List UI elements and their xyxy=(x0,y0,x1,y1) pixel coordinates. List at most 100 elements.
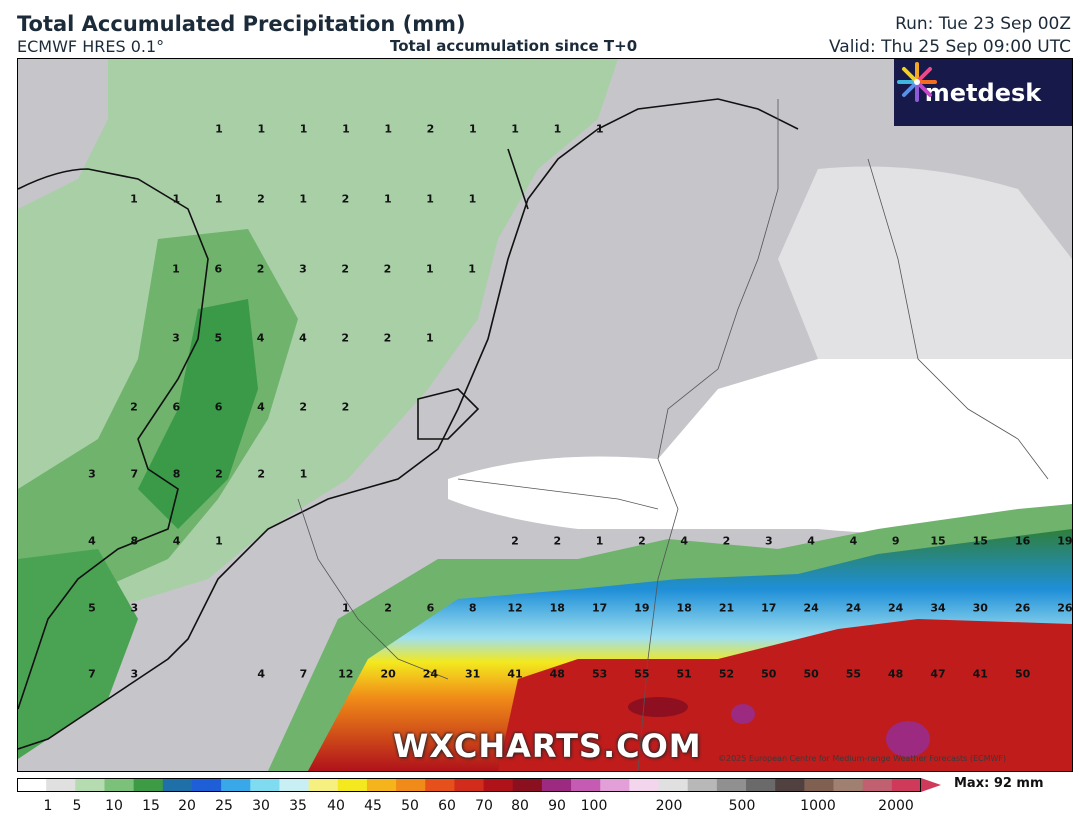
colorbar-swatch xyxy=(571,778,601,792)
grid-value: 9 xyxy=(891,534,900,548)
grid-value: 3 xyxy=(130,601,139,615)
grid-value: 6 xyxy=(214,400,223,414)
grid-value: 24 xyxy=(803,601,819,615)
grid-value: 1 xyxy=(172,192,181,206)
grid-value: 2 xyxy=(256,262,265,276)
precipitation-map: metdesk WXCHARTS.COM ©2025 European Cent… xyxy=(17,58,1073,772)
grid-value: 31 xyxy=(465,667,481,681)
colorbar-tick-label: 5 xyxy=(72,798,82,814)
grid-value: 2 xyxy=(130,400,138,414)
colorbar-swatch xyxy=(746,778,776,792)
grid-value: 6 xyxy=(172,400,181,414)
grid-value: 34 xyxy=(930,601,946,615)
colorbar-swatch xyxy=(17,778,47,792)
max-core-2 xyxy=(886,721,930,757)
model-name: ECMWF HRES 0.1° xyxy=(17,37,165,56)
grid-value: 1 xyxy=(172,262,180,276)
grid-value: 4 xyxy=(88,534,96,548)
grid-value: 4 xyxy=(256,331,265,345)
colorbar-swatch xyxy=(833,778,864,792)
grid-value: 1 xyxy=(130,192,138,206)
grid-value: 4 xyxy=(680,534,689,548)
colorbar-extend-arrow xyxy=(921,778,941,792)
grid-value: 3 xyxy=(88,467,96,481)
colorbar-swatch xyxy=(337,778,368,792)
grid-value: 2 xyxy=(215,467,223,481)
colorbar-tick-label: 2000 xyxy=(878,798,914,814)
grid-value: 3 xyxy=(299,262,307,276)
grid-value: 8 xyxy=(468,601,477,615)
grid-value: 4 xyxy=(172,534,181,548)
grid-value: 1 xyxy=(384,122,393,136)
colorbar-swatch xyxy=(804,778,835,792)
grid-value: 2 xyxy=(383,262,392,276)
grid-value: 53 xyxy=(591,667,608,681)
grid-value: 5 xyxy=(214,331,223,345)
grid-value: 52 xyxy=(718,667,735,681)
colorbar-swatch xyxy=(541,778,572,792)
max-core-1 xyxy=(628,697,688,717)
grid-value: 3 xyxy=(172,331,180,345)
colorbar-tick-label: 10 xyxy=(105,798,123,814)
grid-value: 2 xyxy=(341,262,350,276)
colorbar-tick-label: 25 xyxy=(215,798,233,814)
borders xyxy=(297,99,1049,771)
colorbar-swatch xyxy=(600,778,630,792)
grid-value: 4 xyxy=(849,534,858,548)
colorbar-tick-label: 80 xyxy=(511,798,529,814)
grid-value: 4 xyxy=(257,667,266,681)
grid-value: 1 xyxy=(299,467,308,481)
grid-value: 24 xyxy=(422,667,439,681)
grid-value: 7 xyxy=(88,667,96,681)
light-grey-area xyxy=(778,166,1072,359)
colorbar-swatch xyxy=(250,778,280,792)
grid-value: 15 xyxy=(972,534,988,548)
grid-value: 15 xyxy=(930,534,946,548)
max-label: Max: 92 mm xyxy=(954,776,1044,791)
chart-title: Total Accumulated Precipitation (mm) xyxy=(17,12,466,36)
grid-value: 41 xyxy=(507,667,523,681)
grid-value: 18 xyxy=(549,601,565,615)
grid-value: 24 xyxy=(845,601,862,615)
colorbar-swatch xyxy=(396,778,426,792)
colorbar-swatch xyxy=(687,778,718,792)
grid-value: 50 xyxy=(803,667,819,681)
grid-value: 24 xyxy=(888,601,904,615)
copyright: ©2025 European Centre for Medium-range W… xyxy=(718,754,1007,763)
colorbar-swatch xyxy=(862,778,893,792)
grid-value: 1 xyxy=(383,192,392,206)
grid-value: 41 xyxy=(972,667,988,681)
grid-value: 2 xyxy=(384,601,392,615)
grid-value: 1 xyxy=(342,122,350,136)
grid-value: 1 xyxy=(468,122,477,136)
grid-value: 6 xyxy=(214,262,223,276)
grid-value: 16 xyxy=(1014,534,1031,548)
grid-value: 6 xyxy=(426,601,435,615)
colorbar-swatch xyxy=(483,778,514,792)
grid-value: 5 xyxy=(88,601,96,615)
grid-value: 21 xyxy=(718,601,735,615)
grid-value: 1 xyxy=(511,122,519,136)
grid-value: 12 xyxy=(507,601,523,615)
grid-value: 2 xyxy=(299,400,308,414)
colorbar-tick-label: 30 xyxy=(252,798,270,814)
grid-value: 12 xyxy=(338,667,354,681)
colorbar-tick-label: 50 xyxy=(401,798,419,814)
colorbar-swatch xyxy=(104,778,135,792)
colorbar-tick-label: 200 xyxy=(655,798,683,814)
colorbar-tick-label: 90 xyxy=(548,798,566,814)
colorbar-swatch xyxy=(512,778,543,792)
colorbar-swatch xyxy=(191,778,222,792)
grid-value: 1 xyxy=(426,192,434,206)
grid-value: 7 xyxy=(299,667,308,681)
grid-value: 17 xyxy=(761,601,777,615)
west-green-area xyxy=(18,549,138,759)
dry-area xyxy=(448,359,1072,534)
colorbar-tick-label: 500 xyxy=(728,798,756,814)
grid-value: 19 xyxy=(1057,534,1073,548)
grid-value: 2 xyxy=(553,534,562,548)
grid-value: 1 xyxy=(341,601,350,615)
grid-value: 2 xyxy=(638,534,646,548)
grid-value: 2 xyxy=(257,467,266,481)
colorbar-swatch xyxy=(658,778,689,792)
